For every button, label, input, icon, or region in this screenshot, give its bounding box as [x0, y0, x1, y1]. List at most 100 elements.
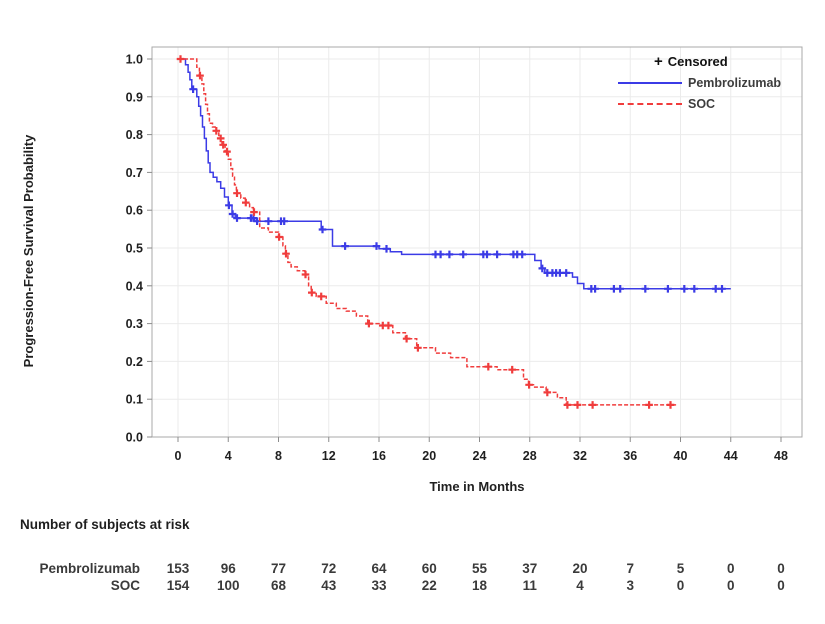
x-tick-label: 0	[175, 449, 182, 463]
y-tick-label: 1.0	[126, 53, 143, 67]
censor-mark-pembrolizumab	[459, 250, 467, 259]
censor-mark-pembrolizumab	[538, 264, 547, 273]
risk-count: 154	[166, 578, 190, 593]
censor-mark-pembrolizumab	[690, 285, 699, 293]
risk-count: 43	[321, 578, 337, 593]
x-tick-label: 8	[275, 449, 282, 463]
censor-mark-soc	[212, 127, 221, 135]
censor-mark-pembrolizumab	[664, 285, 672, 293]
risk-count: 3	[626, 578, 635, 593]
x-tick-label: 12	[322, 449, 336, 463]
x-tick-label: 36	[623, 449, 637, 463]
censor-mark-pembrolizumab	[483, 250, 491, 259]
x-axis-label: Time in Months	[429, 479, 525, 494]
censor-mark-pembrolizumab	[280, 217, 288, 225]
censor-mark-soc	[196, 71, 204, 80]
legend-row-pembrolizumab: Pembrolizumab	[618, 72, 818, 93]
y-axis-label: Progression-Free Survival Probability	[21, 134, 36, 368]
plot-frame	[151, 46, 803, 438]
risk-count: 18	[471, 578, 488, 593]
y-tick-label: 0.0	[126, 431, 143, 445]
censor-mark-pembrolizumab	[225, 201, 233, 210]
x-tick-label: 24	[473, 449, 487, 463]
censor-mark-soc	[588, 401, 597, 409]
soc-legend-label: SOC	[688, 96, 716, 111]
censor-mark-pembrolizumab	[189, 85, 197, 93]
censor-mark-pembrolizumab	[445, 250, 454, 259]
risk-count: 0	[676, 578, 685, 593]
risk-count: 20	[572, 561, 588, 576]
censor-mark-soc	[525, 381, 533, 389]
risk-count: 37	[522, 561, 538, 576]
censor-mark-pembrolizumab	[616, 285, 624, 293]
censor-mark-soc	[250, 208, 258, 216]
censored-label: Censored	[667, 54, 728, 69]
y-tick-label: 0.8	[126, 128, 143, 142]
censor-mark-pembrolizumab	[372, 242, 381, 250]
censor-mark-soc	[414, 344, 422, 352]
y-tick-label: 0.3	[126, 317, 143, 331]
legend-row-censored: + Censored	[618, 51, 818, 72]
risk-count: 11	[522, 578, 537, 593]
x-tick-label: 32	[573, 449, 587, 463]
risk-count: 60	[421, 561, 437, 576]
censor-mark-pembrolizumab	[228, 210, 237, 218]
censor-mark-pembrolizumab	[680, 285, 689, 293]
censor-mark-soc	[308, 288, 316, 297]
risk-count: 100	[216, 578, 240, 593]
censor-mark-pembrolizumab	[493, 250, 501, 259]
censor-mark-soc	[242, 198, 250, 207]
y-tick-label: 0.2	[126, 355, 143, 369]
km-curve-pembrolizumab	[178, 58, 731, 290]
y-tick-label: 0.6	[126, 204, 143, 218]
censor-mark-soc	[219, 141, 227, 149]
censored-plus-icon: +	[654, 53, 663, 70]
risk-count: 0	[777, 578, 785, 593]
censor-mark-pembrolizumab	[591, 285, 599, 293]
x-tick-label: 28	[523, 449, 537, 463]
y-tick-label: 0.9	[126, 90, 143, 104]
censor-mark-pembrolizumab	[382, 245, 391, 253]
pembrolizumab-line-swatch	[618, 81, 682, 84]
censor-mark-pembrolizumab	[436, 250, 445, 259]
censor-mark-soc	[317, 292, 325, 301]
risk-count: 5	[676, 561, 685, 576]
censor-mark-soc	[233, 189, 241, 197]
risk-count: 55	[471, 561, 488, 576]
x-tick-label: 16	[372, 449, 386, 463]
risk-count: 96	[220, 561, 236, 576]
risk-count: 4	[576, 578, 584, 593]
censor-mark-pembrolizumab	[264, 217, 273, 225]
censor-mark-soc	[301, 270, 310, 279]
censor-mark-soc	[216, 134, 225, 143]
censor-mark-soc	[176, 55, 185, 63]
censor-mark-soc	[282, 249, 290, 258]
censor-mark-pembrolizumab	[641, 285, 650, 293]
censor-mark-soc	[402, 334, 411, 343]
censor-mark-soc	[543, 388, 552, 397]
censor-mark-soc	[563, 401, 572, 409]
censor-mark-soc	[573, 401, 582, 409]
risk-row-label: SOC	[110, 578, 140, 593]
censor-mark-soc	[365, 319, 373, 328]
x-tick-label: 20	[422, 449, 436, 463]
y-tick-label: 0.7	[126, 166, 143, 180]
risk-row-label: Pembrolizumab	[39, 561, 140, 576]
censor-mark-soc	[384, 321, 393, 330]
y-tick-label: 0.5	[126, 242, 143, 256]
risk-count: 77	[270, 561, 287, 576]
risk-row-soc: SOC 154 100 68 43 33 22 18 11 4 3 0 0 0	[0, 578, 825, 595]
risk-count: 72	[321, 561, 337, 576]
censor-mark-pembrolizumab	[718, 285, 726, 293]
risk-count: 22	[421, 578, 437, 593]
risk-count: 7	[626, 561, 635, 576]
soc-line-swatch	[618, 102, 682, 105]
censor-mark-pembrolizumab	[233, 214, 241, 222]
legend: + Censored Pembrolizumab SOC	[618, 51, 818, 114]
legend-row-soc: SOC	[618, 93, 818, 114]
censor-mark-pembrolizumab	[562, 269, 570, 277]
risk-count: 68	[270, 578, 287, 593]
censor-mark-pembrolizumab	[341, 242, 349, 250]
risk-count: 64	[371, 561, 387, 576]
